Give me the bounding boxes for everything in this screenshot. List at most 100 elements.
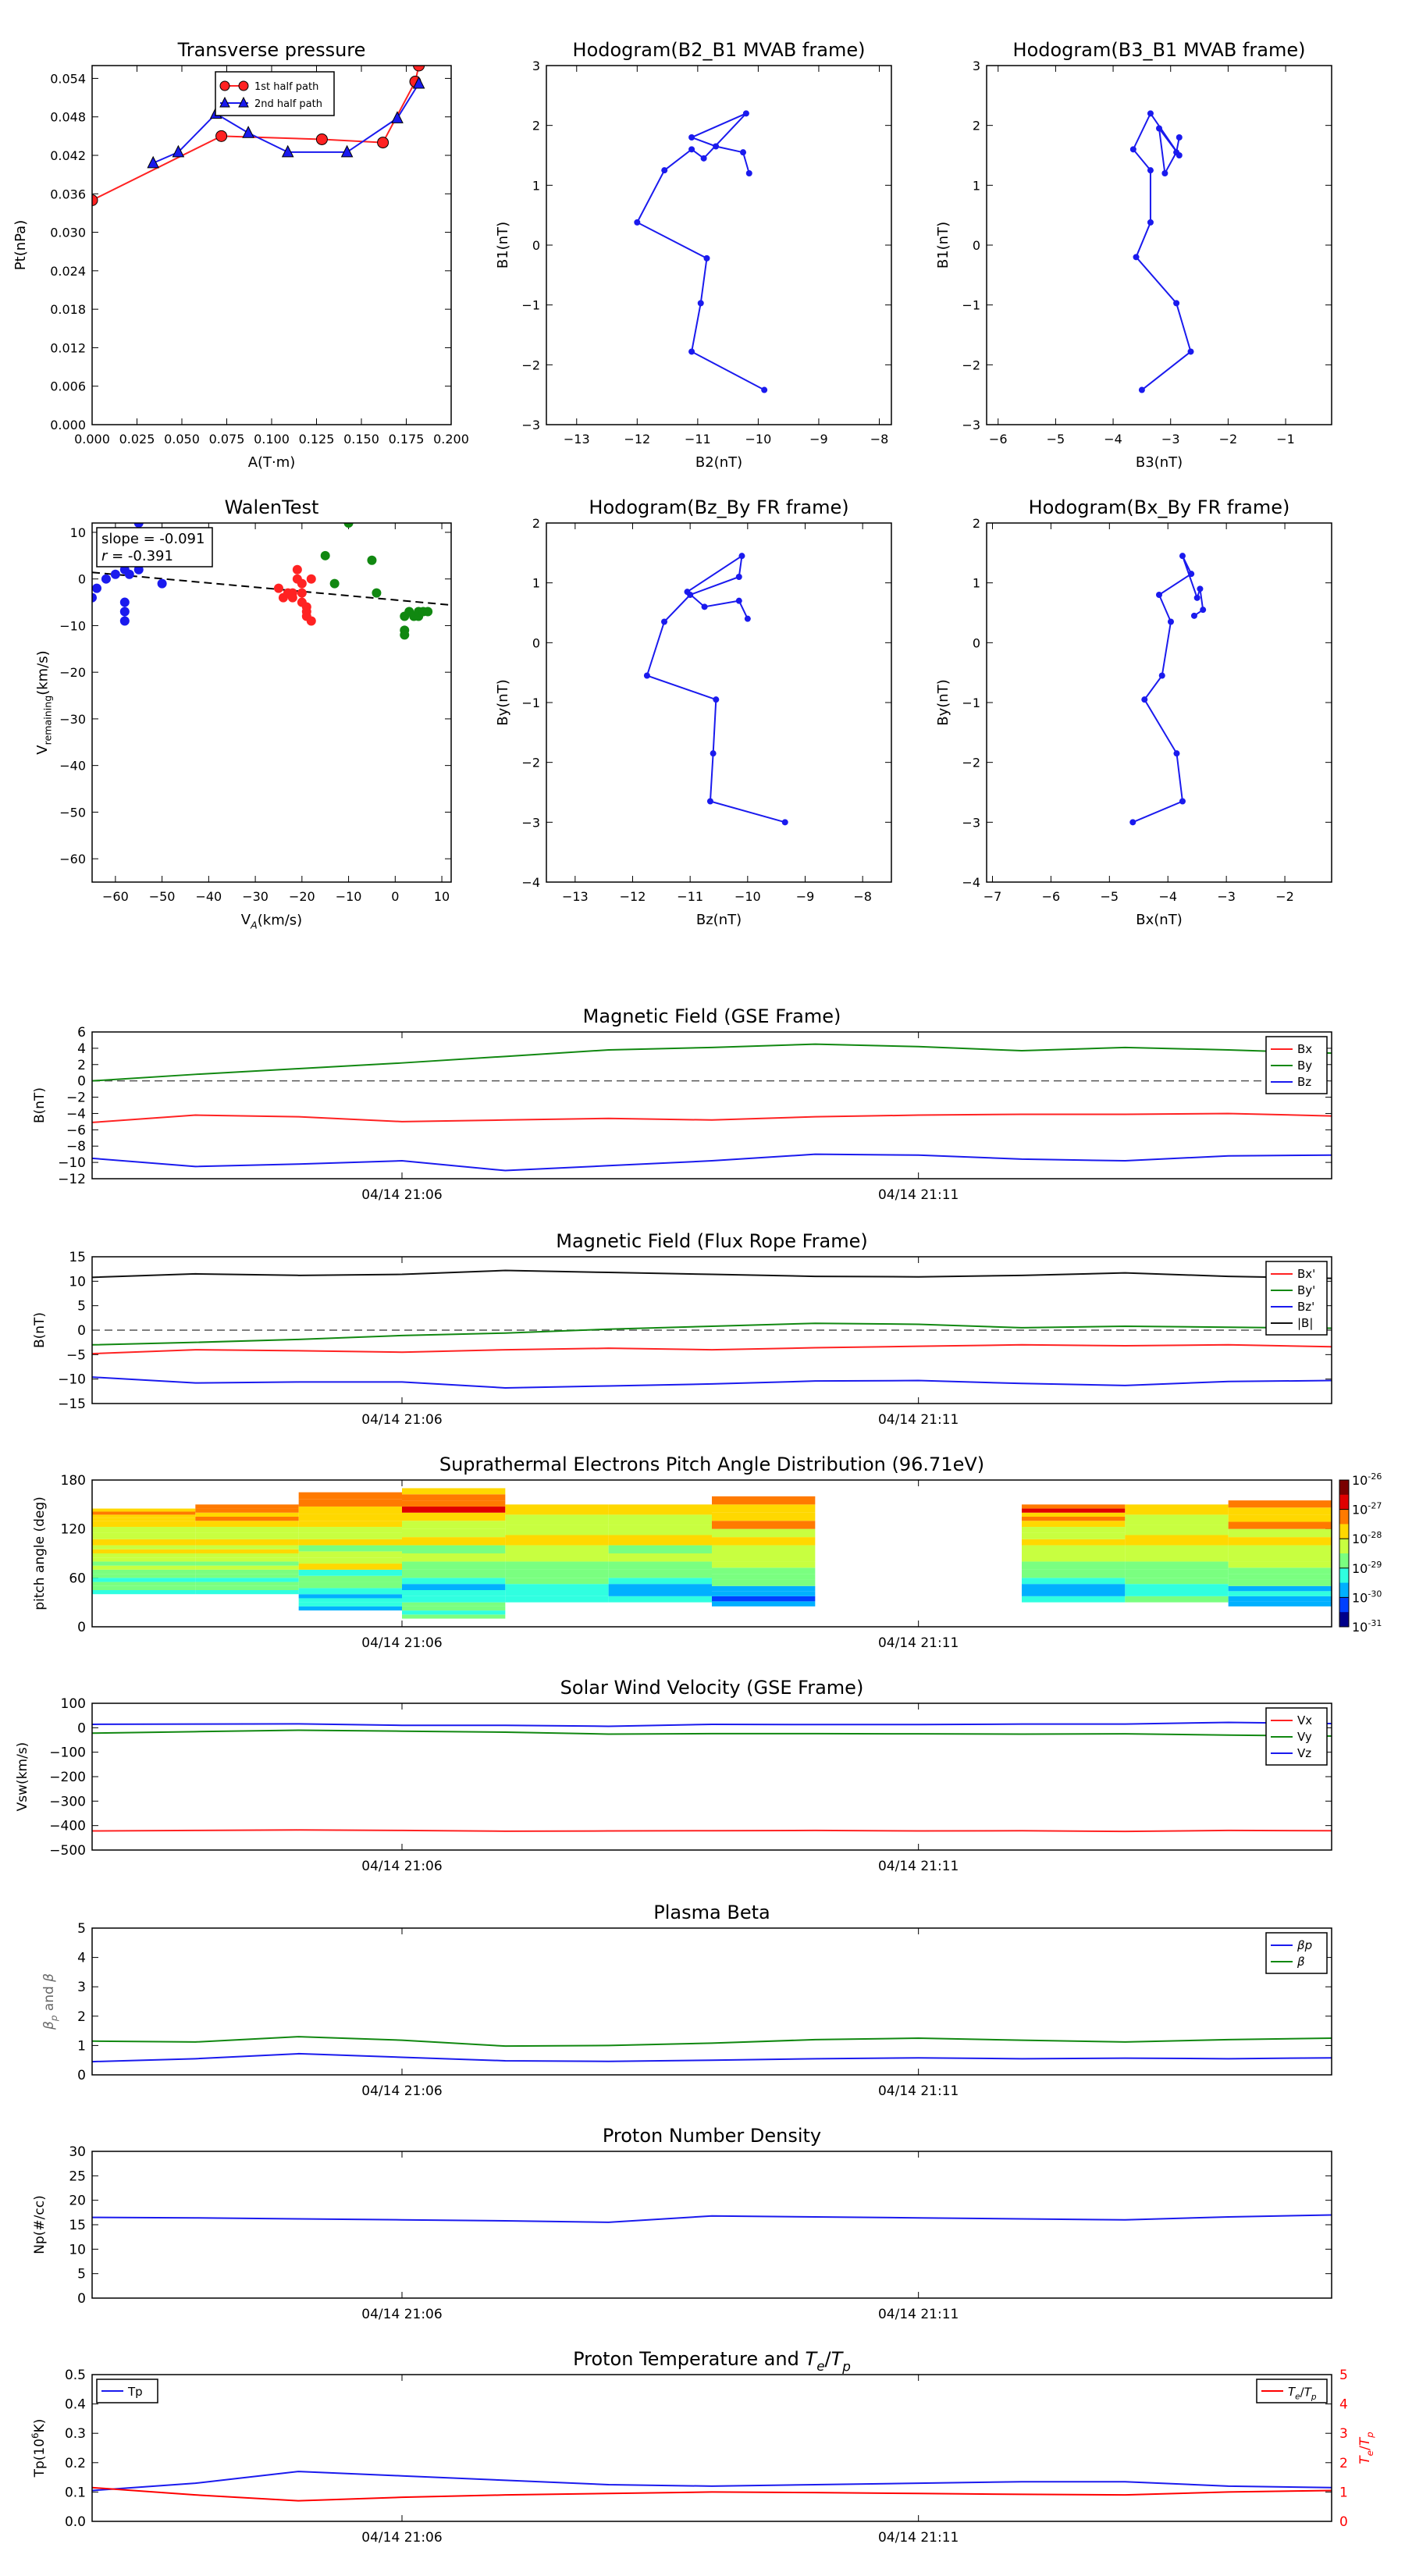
beta-ytick-label: 0	[77, 2068, 86, 2083]
pad-cell	[1228, 1601, 1332, 1606]
hg3-point	[735, 597, 742, 604]
pad-cell	[505, 1590, 609, 1596]
tp-xtick-label: 0.050	[164, 432, 200, 447]
pad-cell	[92, 1539, 196, 1546]
hg1-frame	[546, 65, 892, 425]
pad-cell	[402, 1545, 506, 1553]
hg1-point	[688, 146, 695, 153]
pad-cell	[402, 1614, 506, 1619]
pad-cell	[402, 1561, 506, 1570]
pad-title: Suprathermal Electrons Pitch Angle Distr…	[439, 1453, 984, 1475]
np-ytick-label: 10	[69, 2242, 86, 2258]
tp-xtick-label: 0.125	[299, 432, 335, 447]
np-ytick-label: 15	[69, 2218, 86, 2233]
hg2-ytick-label: −2	[962, 358, 980, 372]
hg3-xtick-label: −11	[677, 889, 703, 904]
walen-ytick-label: −50	[59, 805, 86, 820]
walen-ytick-label: −40	[59, 759, 86, 774]
bgse-ytick-label: −2	[66, 1091, 86, 1106]
pad-cell	[402, 1494, 506, 1501]
pad-colorbar-label: 10-28	[1352, 1530, 1382, 1546]
pad-cell	[1022, 1590, 1126, 1596]
hg1-point	[713, 143, 720, 150]
pad-cell	[1022, 1596, 1126, 1603]
pad-cell	[712, 1567, 816, 1574]
bfr-ytick-label: −10	[58, 1372, 86, 1388]
pad-colorbar-label: 10-27	[1352, 1501, 1382, 1517]
hg3-xtick-label: −9	[796, 889, 815, 904]
pad-cell	[195, 1517, 299, 1521]
hg3-point	[701, 603, 708, 610]
tp-frame	[91, 65, 452, 425]
bgse-series-line	[91, 1153, 1332, 1172]
pad-cell	[1228, 1514, 1332, 1522]
hg4-point	[1200, 607, 1207, 614]
pad-cell	[298, 1551, 402, 1558]
tp-legend-marker	[219, 96, 230, 108]
hg3-xtick-label: −10	[735, 889, 761, 904]
pad-cell	[195, 1569, 299, 1574]
pad-cell	[298, 1527, 402, 1533]
pad-xtick-label: 04/14 21:06	[361, 1635, 442, 1651]
bgse-legend-label: Bz	[1297, 1075, 1311, 1089]
tp-point	[391, 111, 404, 123]
vsw-ylabel: Vsw(km/s)	[15, 1742, 30, 1812]
pad-cell	[608, 1569, 712, 1578]
pad-cell	[1125, 1578, 1229, 1585]
hg2-xtick-label: −5	[1047, 432, 1065, 447]
pad-cell	[712, 1553, 816, 1562]
pad-cell	[1228, 1537, 1332, 1546]
hg2-point	[1187, 348, 1194, 355]
pad-cell	[402, 1602, 506, 1606]
hg4-point	[1188, 571, 1195, 578]
hg1-point	[688, 348, 695, 355]
pad-cell	[92, 1561, 196, 1566]
bgse-ytick-label: −6	[66, 1123, 86, 1138]
hg1-ytick-label: 3	[532, 59, 540, 73]
pad-cell	[92, 1569, 196, 1574]
bfr-xtick-label: 04/14 21:06	[361, 1412, 442, 1428]
pad-cell	[505, 1569, 609, 1578]
pad-cell	[402, 1584, 506, 1590]
pad-colorbar-label: 10-29	[1352, 1560, 1382, 1576]
pad-cell	[402, 1500, 506, 1507]
tp-ytick-label: 0.036	[50, 187, 86, 201]
temp-title: Proton Temperature and Te/Tp	[573, 2348, 851, 2374]
pad-cell	[195, 1532, 299, 1539]
walen-point	[133, 523, 144, 528]
hg2-point	[1138, 386, 1145, 393]
pad-cell	[712, 1579, 816, 1586]
pad-cell	[1022, 1508, 1126, 1513]
vsw-legend-label: Vz	[1297, 1746, 1311, 1760]
pad-cell	[505, 1561, 609, 1570]
bgse-legend-label: By	[1297, 1059, 1312, 1073]
hg4-frame	[986, 522, 1332, 883]
vsw-ytick-label: −200	[49, 1770, 86, 1785]
pad-cell	[195, 1539, 299, 1546]
pad-cell	[608, 1535, 712, 1546]
np-title: Proton Number Density	[603, 2125, 821, 2147]
hg2-xlabel: B3(nT)	[1136, 454, 1183, 471]
hg4-point	[1158, 672, 1165, 679]
hg3-point	[687, 592, 694, 598]
tp-point	[92, 194, 98, 206]
hg3-point	[643, 672, 650, 679]
hg3-xtick-label: −8	[853, 889, 872, 904]
hg3-point	[706, 798, 713, 805]
hg3-xtick-label: −12	[620, 889, 646, 904]
pad-cell	[712, 1585, 816, 1592]
walen-point	[101, 574, 111, 584]
hg3-ytick-label: −1	[521, 696, 540, 710]
pad-cell	[92, 1578, 196, 1582]
hg2-xtick-label: −3	[1161, 432, 1180, 447]
pad-cell	[92, 1574, 196, 1578]
pad-cell	[298, 1569, 402, 1576]
walen-point	[119, 607, 130, 617]
pad-cell	[195, 1590, 299, 1595]
pad-cell	[712, 1512, 816, 1521]
walen-ylabel: Vremaining(km/s)	[34, 650, 53, 754]
pad-cell	[195, 1574, 299, 1578]
bfr-ytick-label: −15	[58, 1397, 86, 1412]
tp-ytick-label: 0.024	[50, 264, 86, 279]
walen-ytick-label: −60	[59, 852, 86, 866]
